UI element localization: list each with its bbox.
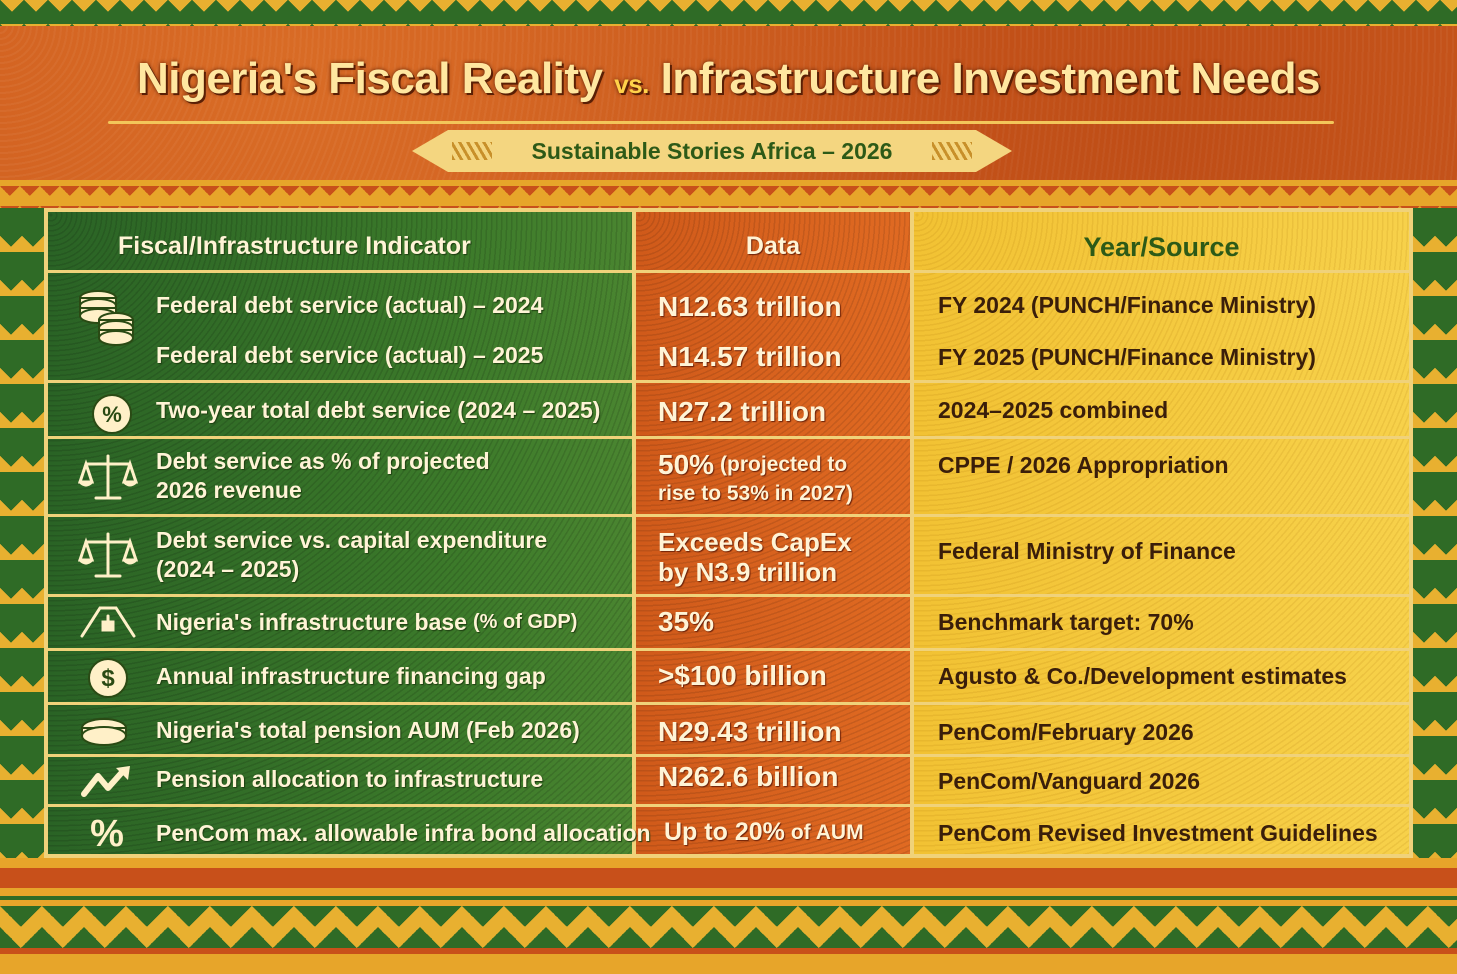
row-3-indicator-line2: 2026 revenue xyxy=(156,476,302,503)
top-zigzag-border xyxy=(0,0,1457,26)
row-4-indicator-line2: (2024 – 2025) xyxy=(156,555,300,582)
row-8-indicator: Pension allocation to infrastructure xyxy=(156,765,544,792)
header-divider xyxy=(48,270,1409,273)
row-2-indicator: Two-year total debt service (2024 – 2025… xyxy=(156,396,601,423)
subtitle-ribbon: Sustainable Stories Africa – 2026 xyxy=(412,130,1012,172)
row-8-data: N262.6 billion xyxy=(658,760,839,792)
row-5-indicator-main: Nigeria's infrastructure base xyxy=(156,608,467,635)
row-1-data: N14.57 trillion xyxy=(658,340,842,372)
column-header-data: Data xyxy=(745,232,801,260)
dollar-coin-icon: $ xyxy=(86,656,130,700)
indicator-table: Fiscal/Infrastructure Indicator Data Yea… xyxy=(44,208,1413,858)
row-5-indicator: Nigeria's infrastructure base (% of GDP) xyxy=(156,605,577,639)
coin-stack-icon xyxy=(76,286,136,350)
svg-text:%: % xyxy=(102,402,122,427)
road-icon xyxy=(78,604,138,640)
row-5-data: 35% xyxy=(658,605,715,637)
row-4-data-line1: Exceeds CapEx xyxy=(658,526,852,557)
row-9-source: PenCom Revised Investment Guidelines xyxy=(938,819,1378,846)
row-3-source: CPPE / 2026 Appropriation xyxy=(938,451,1229,478)
bottom-zigzag-border xyxy=(0,906,1457,948)
source-column xyxy=(914,212,1409,854)
title-part2: Infrastructure Investment Needs xyxy=(660,54,1321,103)
subtitle: Sustainable Stories Africa – 2026 xyxy=(531,137,893,164)
row-9-data-main: Up to 20% xyxy=(664,818,785,847)
svg-text:$: $ xyxy=(101,665,115,692)
title-underline xyxy=(108,121,1334,124)
row-3-data-line1: 50% (projected to xyxy=(658,448,847,482)
row-6-data: >$100 billion xyxy=(658,659,827,691)
row-6-source: Agusto & Co./Development estimates xyxy=(938,662,1347,689)
header-banner xyxy=(0,26,1457,186)
row-6-indicator: Annual infrastructure financing gap xyxy=(156,662,546,689)
title-part1: Nigeria's Fiscal Reality xyxy=(136,54,603,103)
row-divider xyxy=(48,648,1409,651)
row-divider xyxy=(48,380,1409,383)
row-divider xyxy=(48,754,1409,757)
row-9-data-note: of AUM xyxy=(790,821,864,844)
row-1-source: FY 2025 (PUNCH/Finance Ministry) xyxy=(938,343,1316,370)
row-4-indicator-line1: Debt service vs. capital expenditure xyxy=(156,526,548,553)
row-7-indicator: Nigeria's total pension AUM (Feb 2026) xyxy=(156,716,580,743)
row-9-data: Up to 20% of AUM xyxy=(664,816,864,850)
row-0-source: FY 2024 (PUNCH/Finance Ministry) xyxy=(938,291,1316,318)
ribbon-right-decoration xyxy=(932,142,972,160)
title-vs: vs. xyxy=(614,69,649,99)
row-5-source: Benchmark target: 70% xyxy=(938,608,1194,635)
row-0-indicator: Federal debt service (actual) – 2024 xyxy=(156,291,544,318)
trend-up-icon xyxy=(80,764,136,798)
svg-text:%: % xyxy=(90,813,124,852)
row-0-data: N12.63 trillion xyxy=(658,290,842,322)
column-header-indicator: Fiscal/Infrastructure Indicator xyxy=(118,232,471,260)
percent-icon: % xyxy=(82,812,132,852)
left-side-pattern xyxy=(0,208,44,858)
row-9-indicator: PenCom max. allowable infra bond allocat… xyxy=(156,819,651,846)
row-7-source: PenCom/February 2026 xyxy=(938,718,1194,745)
row-4-source: Federal Ministry of Finance xyxy=(938,537,1236,564)
row-5-indicator-note: (% of GDP) xyxy=(472,610,578,633)
row-divider xyxy=(48,436,1409,439)
row-3-data-main: 50% xyxy=(658,448,715,480)
coin-icon xyxy=(78,712,134,748)
row-divider xyxy=(48,804,1409,807)
row-3-indicator-line1: Debt service as % of projected xyxy=(156,447,490,474)
row-7-data: N29.43 trillion xyxy=(658,715,842,747)
indicator-column xyxy=(48,212,632,854)
balance-scale-icon xyxy=(78,530,138,582)
row-4-data-line2: by N3.9 trillion xyxy=(658,556,838,587)
row-3-data-note2: rise to 53% in 2027) xyxy=(658,482,853,505)
row-3-data-note1: (projected to xyxy=(720,453,848,476)
row-1-indicator: Federal debt service (actual) – 2025 xyxy=(156,341,544,368)
data-column xyxy=(632,212,914,854)
row-2-source: 2024–2025 combined xyxy=(938,396,1169,423)
row-2-data: N27.2 trillion xyxy=(658,395,827,427)
row-divider xyxy=(48,594,1409,597)
row-divider xyxy=(48,514,1409,517)
balance-scale-icon xyxy=(78,452,138,504)
row-8-source: PenCom/Vanguard 2026 xyxy=(938,767,1201,794)
row-divider xyxy=(48,702,1409,705)
page-title: Nigeria's Fiscal Reality vs. Infrastruct… xyxy=(0,54,1457,104)
ribbon-left-decoration xyxy=(452,142,492,160)
header-bottom-band xyxy=(0,186,1457,208)
percent-coin-icon: % xyxy=(90,392,134,436)
column-header-source: Year/Source xyxy=(1083,232,1240,262)
right-side-pattern xyxy=(1413,208,1457,858)
